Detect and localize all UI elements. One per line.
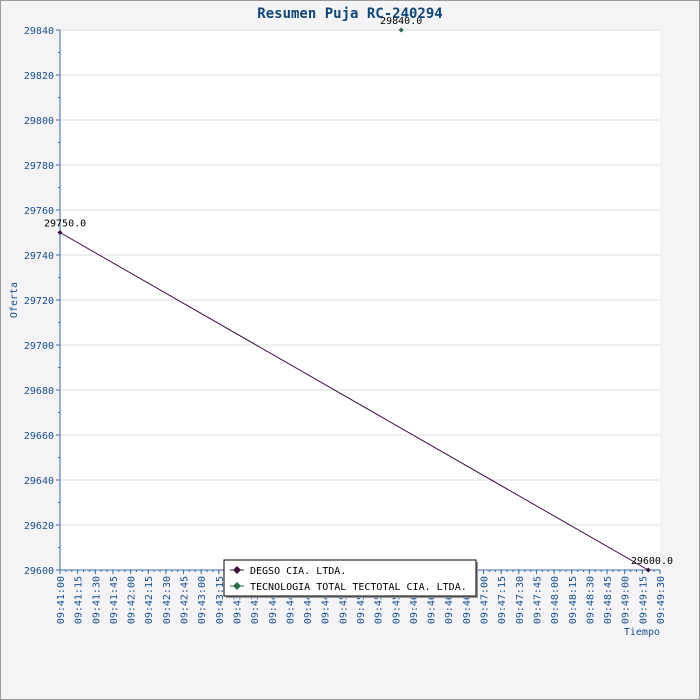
y-tick-label: 29840 bbox=[24, 26, 54, 37]
x-tick-label: 09:44:45 bbox=[321, 576, 332, 624]
x-tick-label: 09:41:30 bbox=[91, 576, 102, 624]
y-tick-label: 29800 bbox=[24, 116, 54, 127]
x-tick-label: 09:48:15 bbox=[568, 576, 579, 624]
y-tick-label: 29760 bbox=[24, 206, 54, 217]
x-tick-label: 09:49:30 bbox=[656, 576, 667, 624]
x-tick-label: 09:45:15 bbox=[356, 576, 367, 624]
x-tick-label: 09:48:00 bbox=[550, 576, 561, 624]
legend-swatch-marker bbox=[233, 582, 241, 590]
x-tick-label: 09:48:30 bbox=[585, 576, 596, 624]
chart-title: Resumen Puja RC-240294 bbox=[257, 6, 442, 22]
legend-swatch-marker bbox=[233, 566, 241, 574]
x-tick-label: 09:42:15 bbox=[144, 576, 155, 624]
data-label: 29840.0 bbox=[380, 16, 422, 27]
legend-box bbox=[223, 559, 477, 597]
x-tick-label: 09:46:45 bbox=[462, 576, 473, 624]
y-tick-label: 29620 bbox=[24, 521, 54, 532]
x-tick-label: 09:45:00 bbox=[338, 576, 349, 624]
y-tick-label: 29640 bbox=[24, 476, 54, 487]
x-tick-label: 09:43:45 bbox=[250, 576, 261, 624]
x-tick-label: 09:48:45 bbox=[603, 576, 614, 624]
data-point bbox=[57, 230, 63, 235]
y-tick-label: 29720 bbox=[24, 296, 54, 307]
x-tick-label: 09:44:00 bbox=[268, 576, 279, 624]
x-tick-label: 09:41:45 bbox=[109, 576, 120, 624]
x-tick-label: 09:47:30 bbox=[515, 576, 526, 624]
data-label: 29600.0 bbox=[631, 556, 673, 567]
x-tick-label: 09:46:30 bbox=[444, 576, 455, 624]
legend-entry: DEGSO CIA. LTDA. bbox=[250, 566, 346, 577]
x-tick-label: 09:46:15 bbox=[427, 576, 438, 624]
grid bbox=[60, 29, 660, 571]
x-tick-label: 09:47:15 bbox=[497, 576, 508, 624]
x-tick-label: 09:46:00 bbox=[409, 576, 420, 624]
y-tick-label: 29820 bbox=[24, 71, 54, 82]
series-line bbox=[59, 232, 649, 571]
x-tick-label: 09:45:30 bbox=[374, 576, 385, 624]
data-label: 29750.0 bbox=[44, 219, 86, 230]
y-tick-label: 29780 bbox=[24, 161, 54, 172]
y-tick-label: 29700 bbox=[24, 341, 54, 352]
x-tick-label: 09:49:15 bbox=[638, 576, 649, 624]
x-axis-label: Tiempo bbox=[624, 627, 660, 638]
y-tick-label: 29600 bbox=[24, 566, 54, 577]
y-tick-label: 29660 bbox=[24, 431, 54, 442]
x-tick-label: 09:43:15 bbox=[215, 576, 226, 624]
series-layer: 29750.0 29600.0 29840.0 bbox=[44, 16, 673, 573]
x-tick-label: 09:47:45 bbox=[532, 576, 543, 624]
y-tick-label: 29740 bbox=[24, 251, 54, 262]
x-tick-label: 09:41:15 bbox=[74, 576, 85, 624]
data-point bbox=[398, 27, 404, 33]
x-tick-label: 09:45:45 bbox=[391, 576, 402, 624]
x-tick-label: 09:44:30 bbox=[303, 576, 314, 624]
data-point bbox=[645, 567, 651, 573]
x-tick-label: 09:42:45 bbox=[180, 576, 191, 624]
x-tick-label: 09:42:30 bbox=[162, 576, 173, 624]
legend: DEGSO CIA. LTDA. TECNOLOGIA TOTAL TECTOTA… bbox=[223, 559, 478, 598]
x-tick-label: 09:41:00 bbox=[56, 576, 67, 624]
x-tick-label: 09:47:00 bbox=[480, 576, 491, 624]
y-axis-label: Oferta bbox=[9, 282, 20, 318]
x-tick-label: 09:44:15 bbox=[285, 576, 296, 624]
x-tick-label: 09:49:00 bbox=[621, 576, 632, 624]
y-tick-label: 29680 bbox=[24, 386, 54, 397]
x-tick-label: 09:42:00 bbox=[127, 576, 138, 624]
y-ticks: 29600 29620 29640 29660 29680 29700 29720 29740… bbox=[24, 26, 60, 577]
x-tick-label: 09:43:30 bbox=[232, 576, 243, 624]
legend-entry: TECNOLOGIA TOTAL TECTOTAL CIA. LTDA. bbox=[250, 582, 467, 593]
x-tick-label: 09:43:00 bbox=[197, 576, 208, 624]
